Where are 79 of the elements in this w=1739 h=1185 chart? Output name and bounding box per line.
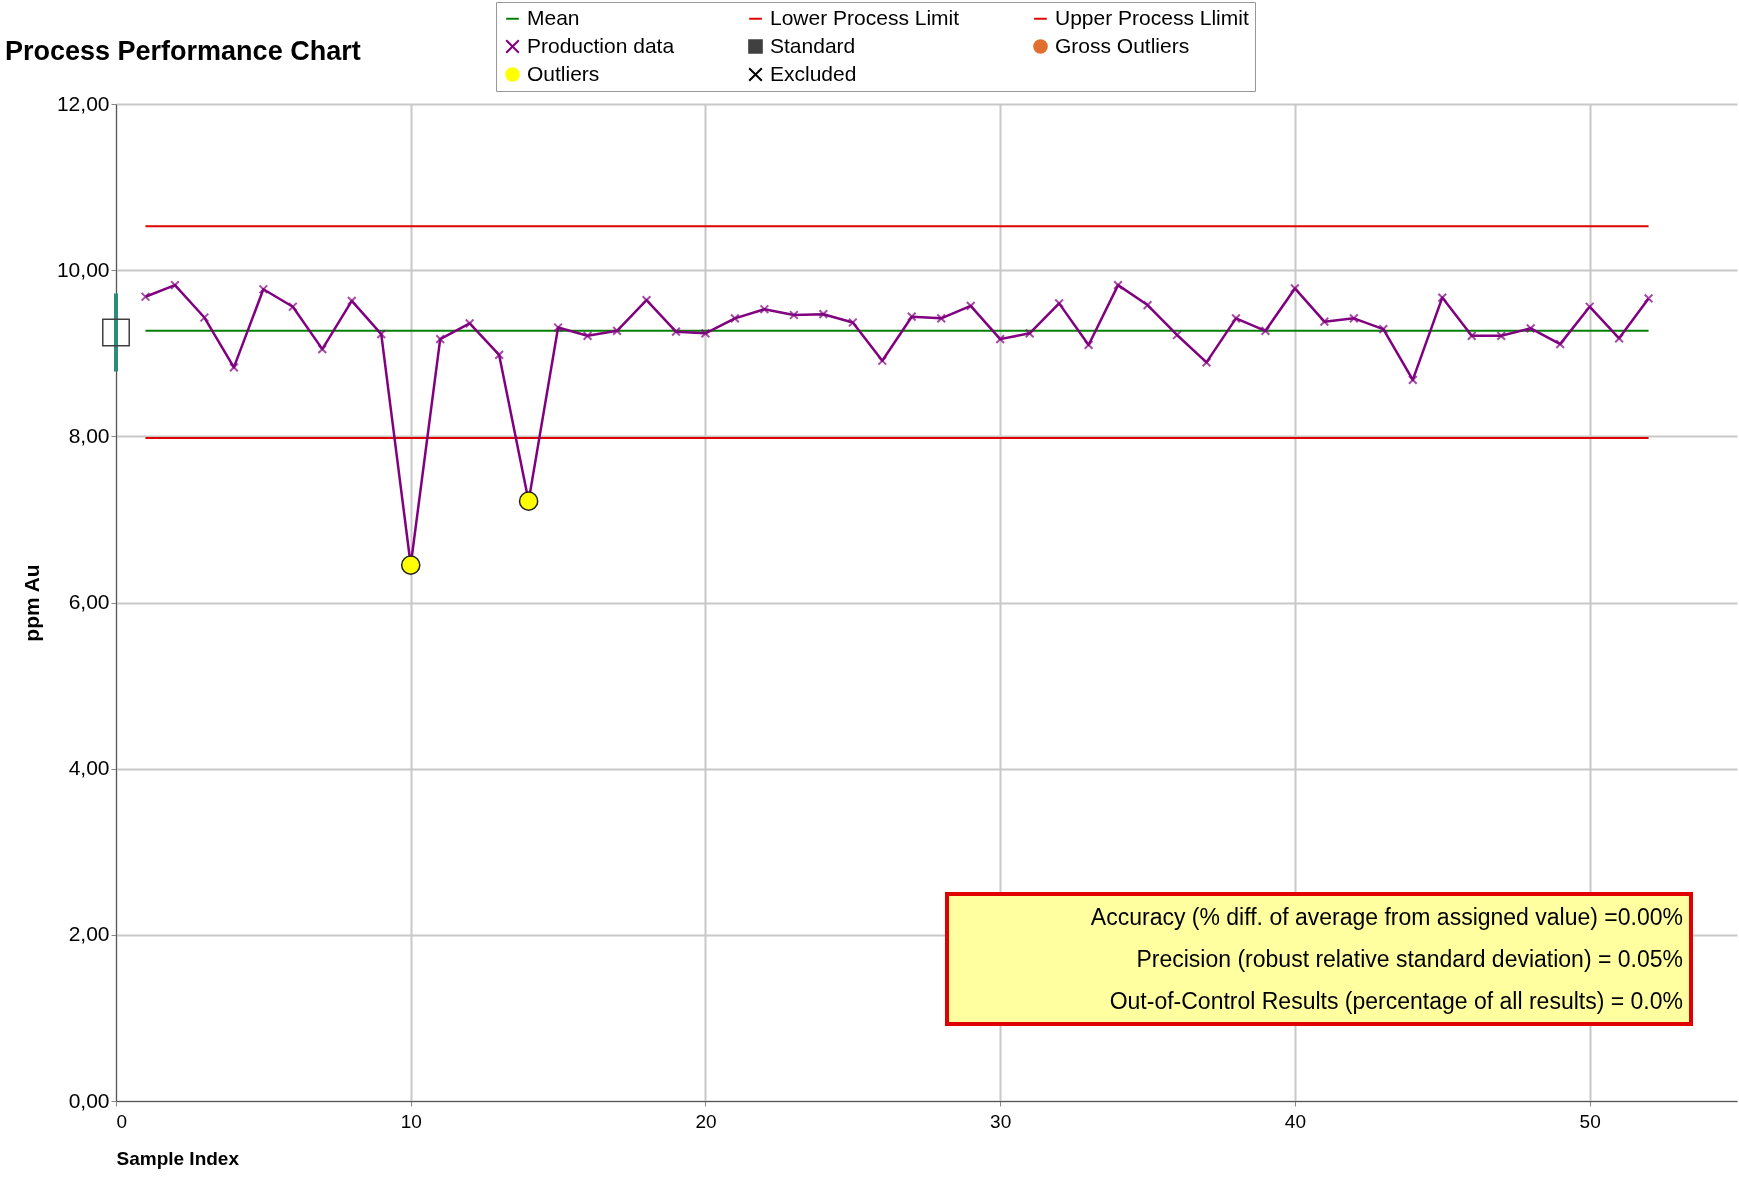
point (1024, 328, 1035, 339)
point (1525, 323, 1536, 334)
point (1201, 357, 1212, 368)
point (102, 318, 130, 347)
y-tick-label: 12,00 (56, 91, 110, 115)
point (464, 318, 475, 329)
annotation: Accuracy (% diff. of average from assigned value) =0.00% (1089, 903, 1683, 932)
point (818, 309, 829, 320)
point (1555, 339, 1566, 349)
y-axis-title: ppm Au (19, 564, 43, 642)
point (789, 310, 799, 320)
y-tick-label: 6,00 (68, 590, 110, 613)
point (1378, 324, 1389, 335)
annotation: Out-of-Control Results (percentage of all results) = 0.0% (1108, 987, 1683, 1016)
note-box: Accuracy (% diff. of average from assigned value) =0.00% Precision (robust relative standard deviation) = 0.05% Out-of-Control Results (percentage of all results) = 0.0% (945, 892, 1693, 1026)
y-tick-label: 0,00 (68, 1088, 110, 1112)
x-tick-label: 0 (116, 1110, 128, 1132)
legend-label: Gross Outliers (1055, 33, 1190, 57)
legend-label: Outliers (527, 61, 600, 85)
x-tick-label: 10 (400, 1110, 422, 1132)
legend-label: Excluded (770, 61, 857, 85)
legend-label: Mean (527, 5, 580, 29)
point (1319, 316, 1330, 327)
annotation: Precision (robust relative standard deviation) = 0.05% (1135, 945, 1683, 974)
y-tick-label: 10,00 (56, 257, 110, 281)
point (170, 280, 180, 290)
point (376, 329, 387, 340)
y-tick-label: 4,00 (68, 756, 110, 780)
point (1054, 298, 1064, 309)
y-tick-label: 8,00 (68, 423, 110, 447)
x-axis-title: Sample Index (116, 1147, 240, 1169)
legend-label: Lower Process Limit (770, 5, 960, 29)
point (1113, 280, 1123, 290)
point (518, 491, 539, 511)
point (759, 304, 770, 315)
point (1584, 301, 1595, 312)
point (199, 312, 210, 323)
point (435, 334, 446, 344)
point (641, 295, 652, 305)
point (1142, 300, 1153, 310)
point (1172, 330, 1182, 340)
point (1437, 292, 1448, 303)
point (346, 296, 357, 306)
point (1614, 333, 1624, 344)
point (671, 326, 681, 337)
point (1496, 330, 1507, 341)
point (1643, 293, 1654, 304)
chart-title: Process Performance Chart (5, 36, 361, 67)
point (1348, 313, 1359, 324)
point (553, 322, 563, 333)
point (229, 362, 239, 373)
point (906, 311, 917, 322)
x-tick-label: 40 (1284, 1110, 1306, 1132)
point (287, 301, 298, 312)
legend-label: Production data (527, 33, 675, 57)
point (965, 301, 976, 311)
x-tick-label: 50 (1579, 1110, 1601, 1132)
legend-label: Standard (770, 33, 856, 57)
point (1083, 340, 1094, 350)
y-tick-label: 2,00 (68, 922, 110, 946)
point (494, 350, 505, 360)
point (1260, 325, 1271, 336)
point (612, 325, 622, 336)
point (258, 284, 269, 295)
point (1466, 330, 1477, 341)
point (700, 328, 711, 339)
point (140, 291, 151, 302)
x-tick-label: 30 (990, 1110, 1012, 1132)
point (730, 313, 740, 324)
point (317, 344, 328, 354)
point (995, 334, 1006, 344)
point (582, 330, 593, 341)
point (847, 317, 858, 328)
point (1407, 374, 1418, 385)
x-tick-label: 20 (695, 1110, 717, 1132)
point (1231, 313, 1241, 324)
point (400, 555, 421, 575)
point (936, 313, 947, 324)
legend-label: Upper Process Llimit (1055, 5, 1249, 29)
